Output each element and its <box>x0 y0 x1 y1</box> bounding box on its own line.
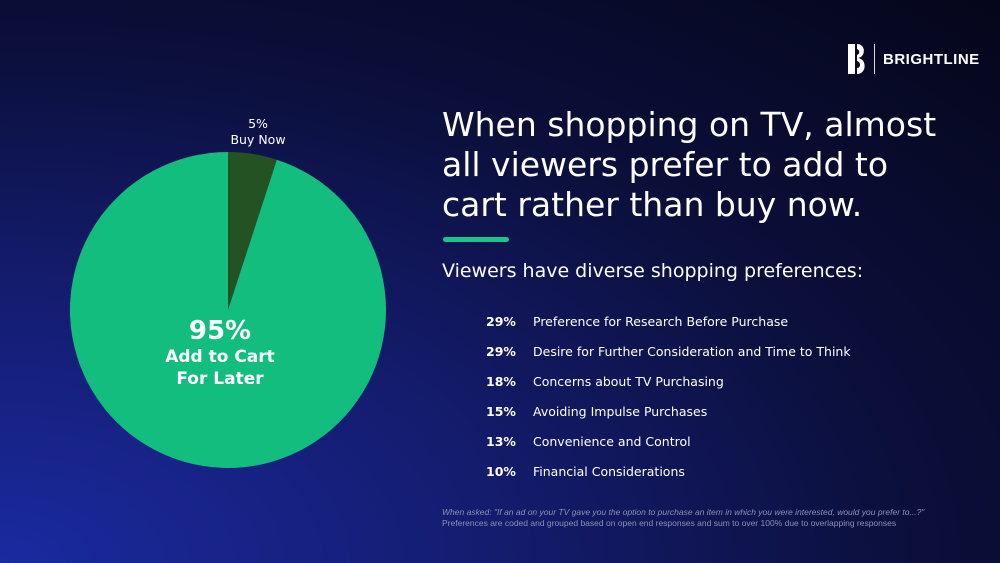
list-item: 13% Convenience and Control <box>486 426 906 456</box>
footnote: When asked: "If an ad on your TV gave yo… <box>442 507 924 529</box>
slice-label-buy-now: 5% Buy Now <box>208 116 308 148</box>
list-item: 10% Financial Considerations <box>486 456 906 486</box>
slice-label-buy-now-text: Buy Now <box>230 132 286 147</box>
slice-label-add-to-cart-pct: 95% <box>188 316 252 346</box>
brand-name: BRIGHTLINE <box>883 50 980 68</box>
preference-pct: 18% <box>486 373 516 389</box>
slice-label-add-to-cart-line1: Add to Cart <box>165 347 275 367</box>
preference-label: Preference for Research Before Purchase <box>533 313 789 329</box>
page-title: When shopping on TV, almost all viewers … <box>442 105 937 224</box>
preference-label: Avoiding Impulse Purchases <box>533 403 708 419</box>
logo-divider <box>874 44 875 74</box>
preference-label: Convenience and Control <box>533 433 691 449</box>
slice-label-add-to-cart: 95% Add to Cart For Later <box>150 316 290 390</box>
preference-pct: 13% <box>486 433 516 449</box>
brightline-logo-icon <box>848 44 865 74</box>
list-item: 15% Avoiding Impulse Purchases <box>486 396 906 426</box>
preference-pct: 29% <box>486 343 516 359</box>
slice-label-buy-now-pct: 5% <box>248 116 268 131</box>
pie-slice-0 <box>228 152 277 310</box>
slice-label-add-to-cart-line2: For Later <box>176 369 264 389</box>
preferences-list: 29% Preference for Research Before Purch… <box>486 306 906 486</box>
pie-slice-1 <box>69 152 386 468</box>
list-item: 29% Preference for Research Before Purch… <box>486 306 906 336</box>
section-subtitle: Viewers have diverse shopping preference… <box>442 260 864 282</box>
brand-logo: BRIGHTLINE <box>846 42 980 76</box>
pie-chart-svg <box>69 152 386 468</box>
list-item: 29% Desire for Further Consideration and… <box>486 336 906 366</box>
preference-label: Concerns about TV Purchasing <box>533 373 724 389</box>
preference-pct: 10% <box>486 463 516 479</box>
preference-pct: 29% <box>486 313 516 329</box>
list-item: 18% Concerns about TV Purchasing <box>486 366 906 396</box>
footnote-note: Preferences are coded and grouped based … <box>442 518 897 528</box>
pie-chart <box>68 150 388 470</box>
accent-divider <box>443 237 509 242</box>
preference-label: Financial Considerations <box>533 463 685 479</box>
preference-pct: 15% <box>486 403 516 419</box>
preference-label: Desire for Further Consideration and Tim… <box>533 343 851 359</box>
footnote-question: When asked: "If an ad on your TV gave yo… <box>442 507 925 517</box>
